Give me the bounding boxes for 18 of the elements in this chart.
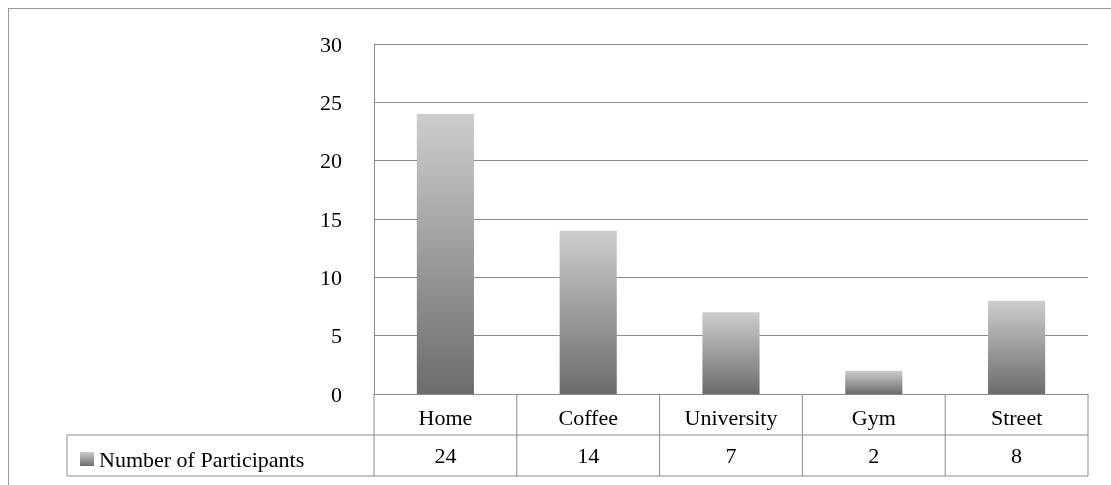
data-label: 24 bbox=[434, 443, 457, 468]
x-tick-label: Gym bbox=[851, 404, 896, 430]
y-tick-label: 20 bbox=[320, 148, 342, 174]
data-label: 7 bbox=[725, 443, 737, 468]
x-tick-label: Coffee bbox=[558, 404, 618, 430]
y-tick-label: 25 bbox=[320, 89, 342, 115]
y-tick-label: 15 bbox=[320, 206, 342, 232]
x-tick-label: University bbox=[684, 404, 778, 430]
legend-label: Number of Participants bbox=[99, 446, 305, 472]
y-tick-label: 5 bbox=[331, 323, 342, 349]
x-tick-label: Home bbox=[418, 404, 473, 430]
data-label: 2 bbox=[868, 443, 880, 468]
data-label: 8 bbox=[1011, 443, 1023, 468]
y-tick-label: 0 bbox=[331, 381, 342, 407]
y-tick-label: 30 bbox=[320, 31, 342, 57]
y-tick-label: 10 bbox=[320, 264, 342, 290]
data-label: 14 bbox=[577, 443, 600, 468]
x-tick-label: Street bbox=[990, 404, 1043, 430]
